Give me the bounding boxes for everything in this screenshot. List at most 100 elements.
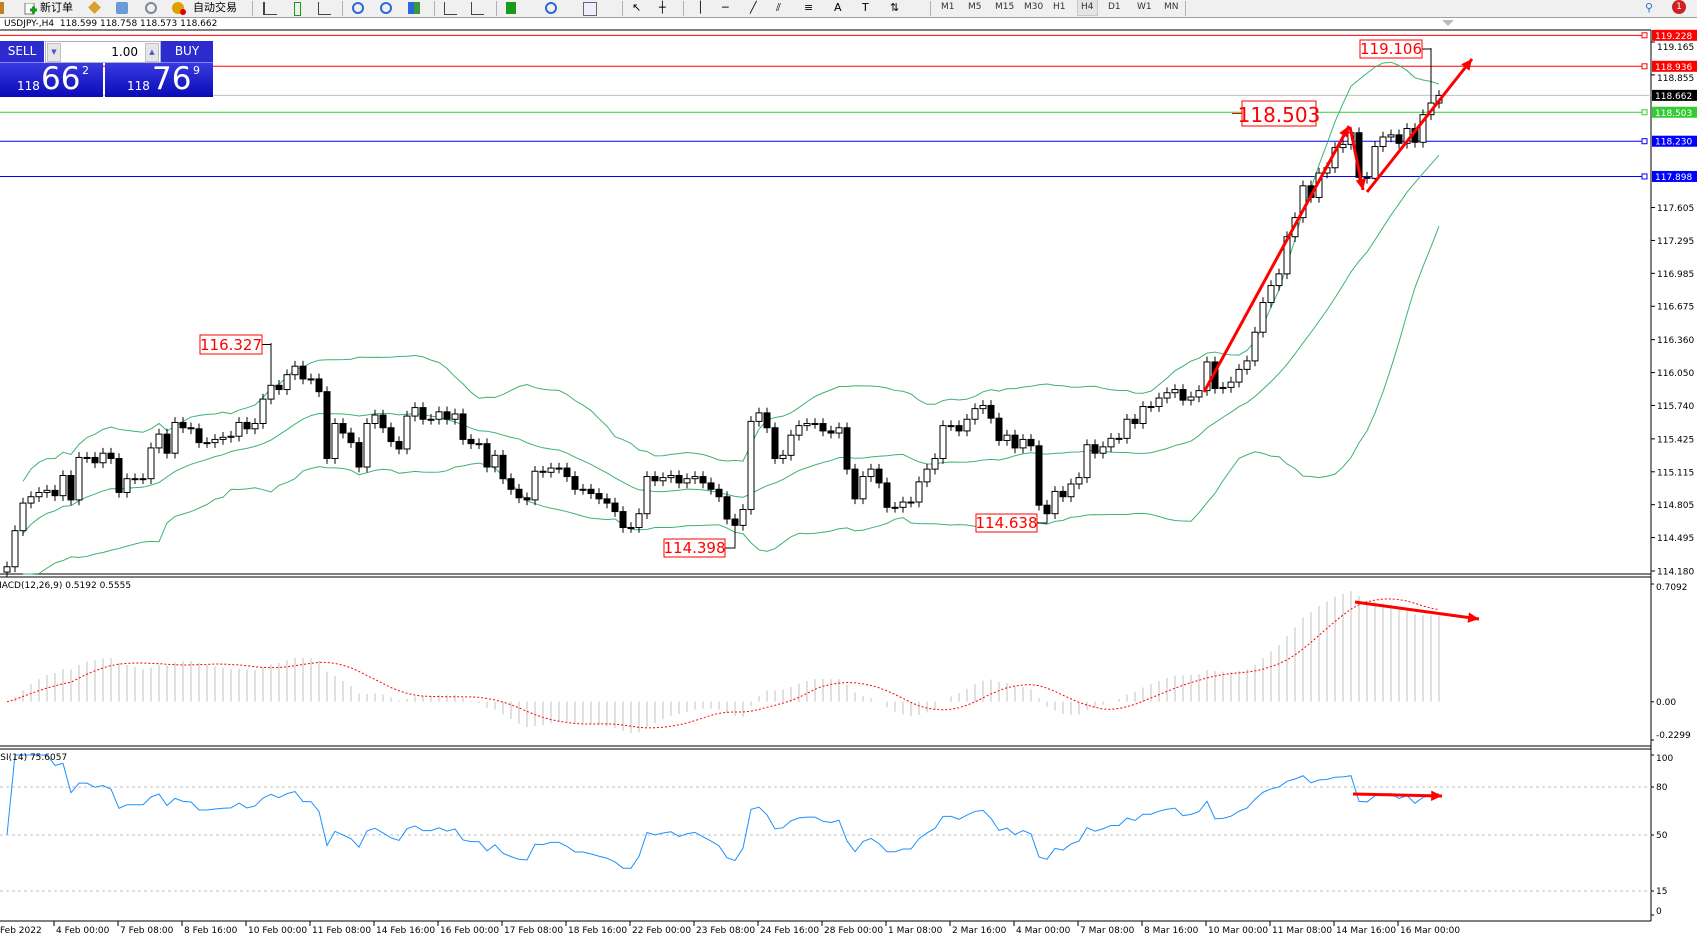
bear-candle-body	[379, 414, 387, 429]
buy-price[interactable]: 118 76 9	[105, 61, 213, 97]
bear-candle-body	[563, 467, 571, 478]
zoom-in-icon[interactable]	[352, 2, 364, 14]
lot-size-value[interactable]: 1.00	[111, 45, 138, 59]
timeframe-d1[interactable]: D1	[1108, 2, 1121, 12]
candle	[859, 471, 867, 505]
bull-candle-body	[627, 526, 635, 529]
candle	[611, 497, 619, 517]
text-label-icon[interactable]: T	[862, 1, 869, 14]
timeframe-m30[interactable]: M30	[1024, 2, 1044, 12]
timeframe-h4[interactable]: H4	[1077, 0, 1098, 16]
bear-candle-body	[595, 493, 603, 500]
zoom-out-icon[interactable]	[380, 2, 392, 14]
auto-scroll-icon[interactable]	[444, 2, 457, 15]
trendline-icon[interactable]: ╱	[750, 1, 757, 14]
cursor-icon[interactable]: ↖	[632, 1, 642, 14]
bull-candle-body	[971, 408, 979, 420]
candle	[835, 422, 843, 439]
bull-candle-body	[547, 467, 555, 473]
new-order-button[interactable]: 新订单	[40, 1, 73, 14]
new-order-icon[interactable]	[24, 2, 37, 15]
signal-icon[interactable]	[145, 2, 157, 14]
indicators-icon[interactable]	[506, 2, 516, 14]
bull-candle-body	[283, 374, 291, 391]
auto-trading-button[interactable]: 自动交易	[193, 1, 237, 14]
candle	[67, 470, 75, 506]
bear-candle-body	[539, 470, 547, 473]
buy-button[interactable]: BUY	[161, 41, 213, 63]
candle	[1067, 478, 1075, 503]
timeframe-mn[interactable]: MN	[1164, 2, 1179, 12]
arrows-icon[interactable]: ⇅	[890, 1, 900, 14]
bull-candle-body	[35, 491, 43, 498]
chart-shift-icon[interactable]	[471, 2, 484, 15]
bull-candle-body	[171, 421, 179, 454]
tile-windows-icon[interactable]	[408, 2, 420, 14]
vertical-line-icon[interactable]: │	[697, 1, 704, 14]
lot-increase-button[interactable]: ▲	[145, 43, 159, 62]
candle	[1107, 433, 1115, 453]
candle	[59, 470, 67, 501]
candle	[1251, 326, 1259, 367]
candle	[651, 471, 659, 487]
lot-decrease-button[interactable]: ▼	[47, 43, 61, 62]
timeframe-m1[interactable]: M1	[941, 2, 955, 12]
symbol-label: USDJPY-,H4	[4, 19, 55, 29]
bar-chart-icon[interactable]	[263, 2, 277, 15]
candle	[339, 418, 347, 439]
bull-candle-body	[155, 433, 163, 449]
sell-button[interactable]: SELL	[0, 41, 44, 63]
bull-candle-body	[1243, 360, 1251, 370]
lot-size-input[interactable]: ▼ 1.00 ▲	[45, 41, 161, 63]
bear-candle-body	[515, 488, 523, 499]
candle	[291, 360, 299, 380]
auto-trading-icon[interactable]	[172, 2, 186, 15]
timeframe-h1[interactable]: H1	[1053, 2, 1066, 12]
candle	[195, 423, 203, 448]
line-chart-icon[interactable]	[318, 2, 331, 15]
candle	[643, 471, 651, 520]
candle	[939, 420, 947, 464]
bull-candle-body	[1123, 418, 1131, 439]
notification-icon[interactable]: 1	[1672, 0, 1686, 14]
fibonacci-icon[interactable]: ≡	[804, 1, 814, 14]
gold-icon[interactable]	[88, 1, 101, 14]
line-handle	[1641, 138, 1648, 145]
candlestick-icon[interactable]	[294, 2, 301, 16]
candle	[755, 407, 763, 427]
navigator-icon[interactable]	[116, 2, 128, 14]
chart-icon[interactable]	[0, 2, 4, 14]
line-handle	[1641, 63, 1648, 70]
candle	[1051, 486, 1059, 520]
search-icon[interactable]: ⚲	[1645, 1, 1654, 14]
candle	[99, 447, 107, 469]
bull-candle-body	[211, 438, 219, 444]
bear-candle-body	[387, 427, 395, 443]
crosshair-icon[interactable]: ┼	[659, 1, 666, 14]
timeframe-w1[interactable]: W1	[1137, 2, 1152, 12]
timeframe-m5[interactable]: M5	[968, 2, 982, 12]
candle	[1019, 434, 1027, 454]
price-tag	[1652, 170, 1697, 182]
horizontal-line-icon[interactable]: ─	[722, 1, 729, 14]
price-tick-label: 116.675	[1657, 303, 1694, 313]
candle	[923, 463, 931, 488]
bear-candle-body	[723, 496, 731, 520]
bull-candle-body	[803, 423, 811, 427]
candle	[771, 422, 779, 464]
bull-candle-body	[1171, 389, 1179, 394]
timeframe-m15[interactable]: M15	[995, 2, 1015, 12]
templates-icon[interactable]	[583, 2, 597, 16]
time-tick-label: 10 Feb 00:00	[248, 926, 307, 936]
bull-candle-body	[867, 468, 875, 478]
periods-icon[interactable]	[545, 2, 557, 14]
bull-candle-body	[555, 467, 563, 470]
equidistant-channel-icon[interactable]: ⫽	[776, 1, 781, 14]
candle	[139, 473, 147, 484]
candle	[219, 431, 227, 445]
sell-price[interactable]: 118 66 2	[0, 61, 103, 97]
rsi-tick-label: 80	[1656, 783, 1668, 793]
bull-candle-body	[291, 365, 299, 376]
text-icon[interactable]: A	[834, 1, 842, 14]
